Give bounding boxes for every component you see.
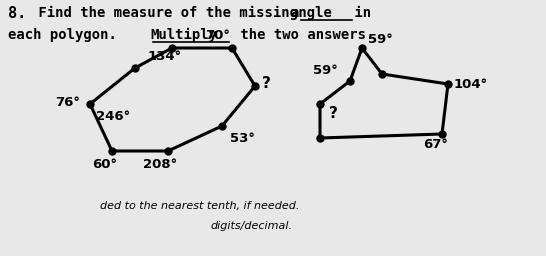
Text: 70°: 70° [205, 29, 230, 42]
Text: 134°: 134° [148, 49, 182, 62]
Text: 60°: 60° [92, 158, 117, 171]
Text: each polygon.: each polygon. [8, 28, 125, 42]
Text: ?: ? [329, 106, 338, 122]
Text: 59°: 59° [368, 33, 393, 46]
Text: 59°: 59° [313, 65, 338, 78]
Text: angle: angle [290, 6, 332, 20]
Text: ded to the nearest tenth, if needed.: ded to the nearest tenth, if needed. [100, 201, 299, 211]
Text: Find the measure of the missing: Find the measure of the missing [30, 6, 306, 20]
Text: ?: ? [262, 77, 271, 91]
Text: 104°: 104° [454, 78, 488, 91]
Text: 67°: 67° [424, 138, 448, 151]
Text: 246°: 246° [96, 110, 130, 123]
Text: 76°: 76° [55, 95, 80, 109]
Text: in: in [346, 6, 371, 20]
Text: 8.: 8. [8, 6, 26, 21]
Text: 208°: 208° [143, 158, 177, 171]
Text: 53°: 53° [230, 132, 255, 145]
Text: Multiply: Multiply [150, 28, 217, 42]
Text: digits/decimal.: digits/decimal. [210, 221, 292, 231]
Text: the two answers.: the two answers. [232, 28, 375, 42]
